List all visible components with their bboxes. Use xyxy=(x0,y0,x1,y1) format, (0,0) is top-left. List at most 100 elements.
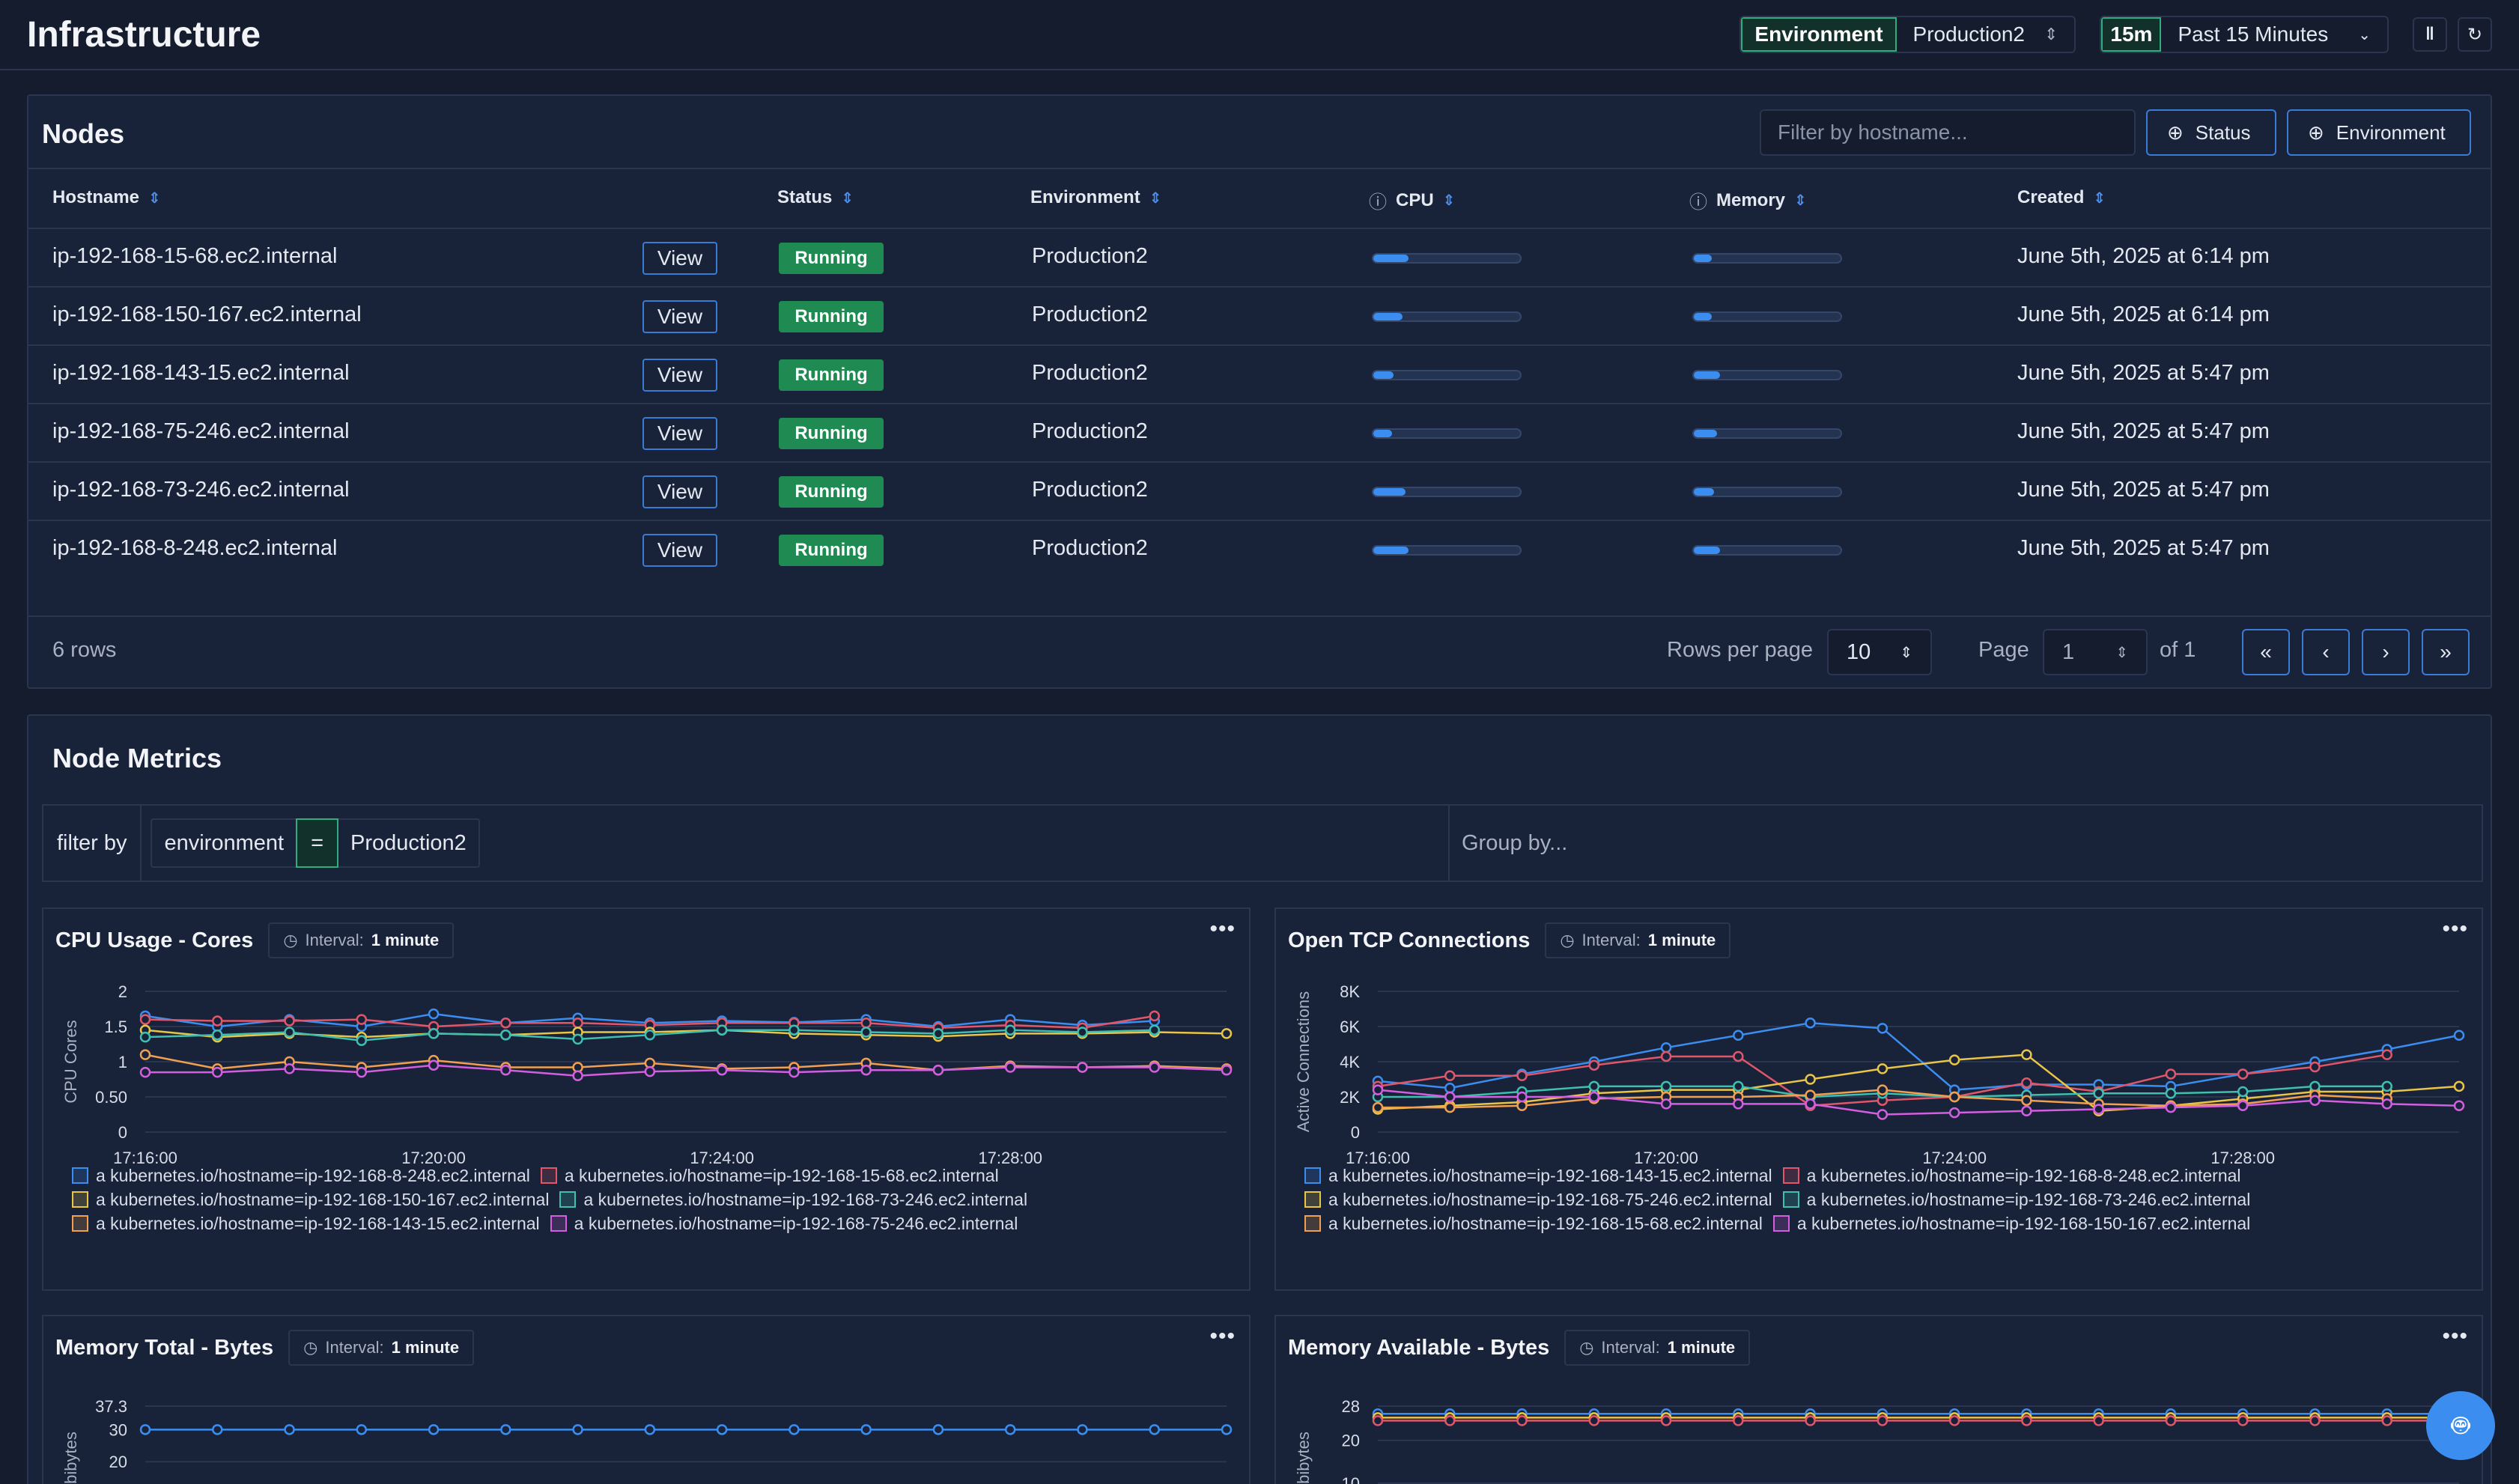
time-range-selector[interactable]: 15m Past 15 Minutes ⌄ xyxy=(2100,16,2389,53)
legend-item[interactable]: a kubernetes.io/hostname=ip-192-168-8-24… xyxy=(72,1166,530,1186)
data-point xyxy=(356,1424,368,1435)
legend-item[interactable]: a kubernetes.io/hostname=ip-192-168-75-2… xyxy=(550,1214,1018,1234)
x-tick-label: 17:28:00 xyxy=(978,1149,1042,1167)
data-point xyxy=(1877,1023,1889,1034)
view-button[interactable]: View xyxy=(642,242,717,275)
y-tick-label: 30 xyxy=(109,1420,127,1439)
table-row: ip-192-168-75-246.ec2.internal View Runnin… xyxy=(28,404,2491,463)
status-badge: Running xyxy=(779,359,884,391)
status-filter-button[interactable]: ⊕ Status xyxy=(2146,109,2276,156)
legend-item[interactable]: a kubernetes.io/hostname=ip-192-168-75-2… xyxy=(1304,1190,1772,1210)
filter-key[interactable]: environment xyxy=(151,818,297,868)
created-cell: June 5th, 2025 at 5:47 pm xyxy=(2017,419,2270,443)
legend-item[interactable]: a kubernetes.io/hostname=ip-192-168-150-… xyxy=(1772,1214,2250,1234)
filter-value[interactable]: Production2 xyxy=(338,818,480,868)
view-button[interactable]: View xyxy=(642,534,717,567)
legend-item[interactable]: a kubernetes.io/hostname=ip-192-168-73-2… xyxy=(1782,1189,2251,1210)
legend-item[interactable]: a kubernetes.io/hostname=ip-192-168-143-… xyxy=(1304,1166,1772,1186)
data-point xyxy=(1660,1098,1672,1110)
legend-label: a kubernetes.io/hostname=ip-192-168-73-2… xyxy=(583,1189,1028,1209)
last-page-button[interactable]: » xyxy=(2422,629,2470,675)
robot-icon: 🤖︎ xyxy=(2452,1408,2470,1442)
chevron-right-icon: › xyxy=(2382,640,2389,663)
hostname-filter-input[interactable]: Filter by hostname... xyxy=(1760,109,2136,156)
legend-item[interactable]: a kubernetes.io/hostname=ip-192-168-143-… xyxy=(72,1214,540,1234)
data-point xyxy=(1660,1050,1672,1062)
view-button[interactable]: View xyxy=(642,359,717,392)
data-point xyxy=(2093,1088,2104,1099)
data-point xyxy=(644,1424,656,1435)
time-range-tag: 15m xyxy=(2101,17,2162,52)
data-point xyxy=(1660,1080,1672,1092)
legend-item[interactable]: a kubernetes.io/hostname=ip-192-168-15-6… xyxy=(1304,1214,1763,1234)
interval-badge[interactable]: ◷ Interval: 1 minute xyxy=(268,922,455,958)
view-button[interactable]: View xyxy=(642,417,717,450)
more-options-icon[interactable]: ••• xyxy=(1209,916,1236,941)
group-by-input[interactable]: Group by... xyxy=(1448,806,2485,881)
cpu-usage-bar xyxy=(1372,545,1522,556)
legend-item[interactable]: a kubernetes.io/hostname=ip-192-168-150-… xyxy=(72,1190,549,1210)
column-header-environment[interactable]: Environment ⇕ xyxy=(1030,187,1161,208)
data-point xyxy=(1149,1424,1160,1435)
column-header-status[interactable]: Status ⇕ xyxy=(777,187,854,208)
view-button[interactable]: View xyxy=(642,475,717,508)
created-cell: June 5th, 2025 at 5:47 pm xyxy=(2017,536,2270,560)
data-point xyxy=(1077,1062,1088,1073)
data-point xyxy=(1077,1424,1088,1435)
memory-usage-bar xyxy=(1692,487,1842,497)
filter-operator[interactable]: = xyxy=(296,818,339,868)
environment-filter-button[interactable]: ⊕ Environment xyxy=(2287,109,2471,156)
rows-per-page-select[interactable]: 10 ⇕ xyxy=(1827,629,1932,675)
column-header-cpu[interactable]: ⓘ CPU ⇕ xyxy=(1369,187,1455,213)
data-point xyxy=(2453,1080,2465,1092)
memory-total-chart-card: Memory Total - Bytes ◷ Interval: 1 minute … xyxy=(42,1315,1251,1484)
interval-badge[interactable]: ◷ Interval: 1 minute xyxy=(1545,922,1731,958)
interval-badge[interactable]: ◷ Interval: 1 minute xyxy=(1564,1330,1751,1366)
y-axis-label: Gibibytes xyxy=(1294,1432,1313,1484)
memory-usage-bar xyxy=(1692,428,1842,439)
legend-item[interactable]: a kubernetes.io/hostname=ip-192-168-8-24… xyxy=(1782,1166,2241,1186)
data-point xyxy=(1733,1415,1744,1426)
cpu-usage-fill xyxy=(1373,430,1393,437)
memory-available-chart-card: Memory Available - Bytes ◷ Interval: 1 min… xyxy=(1274,1315,2483,1484)
created-cell: June 5th, 2025 at 6:14 pm xyxy=(2017,244,2270,268)
interval-badge[interactable]: ◷ Interval: 1 minute xyxy=(288,1330,475,1366)
environment-selector[interactable]: Environment Production2 ⇕ xyxy=(1739,16,2076,53)
filter-chip[interactable]: environment = Production2 xyxy=(151,818,480,868)
data-point xyxy=(428,1008,440,1020)
cpu-usage-bar xyxy=(1372,253,1522,264)
cpu-usage-fill xyxy=(1373,313,1403,320)
view-button[interactable]: View xyxy=(642,300,717,333)
data-point xyxy=(1004,1424,1016,1435)
data-point xyxy=(2021,1415,2032,1426)
interval-label: Interval: xyxy=(1601,1338,1660,1357)
more-options-icon[interactable]: ••• xyxy=(2442,1324,2468,1348)
legend-item[interactable]: a kubernetes.io/hostname=ip-192-168-15-6… xyxy=(540,1166,999,1186)
x-tick-label: 17:28:00 xyxy=(2210,1149,2275,1167)
first-page-button[interactable]: « xyxy=(2242,629,2290,675)
legend-swatch xyxy=(550,1215,567,1232)
more-options-icon[interactable]: ••• xyxy=(2442,916,2468,941)
data-point xyxy=(572,1424,583,1435)
data-point xyxy=(1733,1080,1744,1092)
column-header-created[interactable]: Created ⇕ xyxy=(2017,187,2106,208)
page-select[interactable]: 1 ⇕ xyxy=(2043,629,2148,675)
legend-item[interactable]: a kubernetes.io/hostname=ip-192-168-73-2… xyxy=(559,1190,1027,1210)
data-point xyxy=(1444,1101,1456,1113)
column-header-memory[interactable]: ⓘ Memory ⇕ xyxy=(1689,187,1807,213)
assistant-button[interactable]: 🤖︎ xyxy=(2426,1391,2495,1460)
data-point xyxy=(2021,1105,2032,1117)
next-page-button[interactable]: › xyxy=(2362,629,2410,675)
legend-label: a kubernetes.io/hostname=ip-192-168-73-2… xyxy=(1806,1189,2251,1209)
status-badge: Running xyxy=(779,301,884,332)
refresh-button[interactable]: ↻ xyxy=(2458,17,2492,52)
pause-button[interactable]: ‖ xyxy=(2413,17,2447,52)
y-tick-label: 20 xyxy=(1342,1432,1360,1450)
data-point xyxy=(2453,1100,2465,1111)
previous-page-button[interactable]: ‹ xyxy=(2302,629,2350,675)
column-header-hostname[interactable]: Hostname ⇕ xyxy=(52,187,161,208)
metrics-filter-bar: filter by environment = Production2 Grou… xyxy=(42,804,2483,882)
more-options-icon[interactable]: ••• xyxy=(1209,1324,1236,1348)
y-axis-label: Gibibytes xyxy=(61,1432,80,1484)
info-icon: ⓘ xyxy=(1369,192,1387,213)
